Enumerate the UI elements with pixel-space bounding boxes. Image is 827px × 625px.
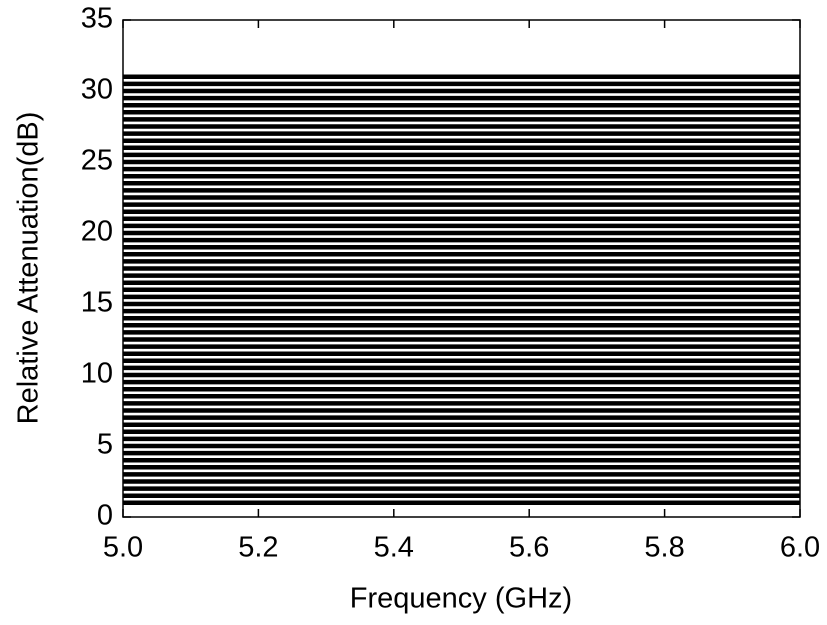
y-axis-label: Relative Attenuation(dB) — [13, 112, 45, 425]
x-tick-label: 5.8 — [644, 532, 684, 564]
x-tick-label: 5.6 — [509, 532, 549, 564]
y-tick-label: 20 — [81, 216, 113, 248]
x-tick-label: 5.0 — [103, 532, 143, 564]
x-tick-label: 5.2 — [238, 532, 278, 564]
x-axis-label: Frequency (GHz) — [350, 583, 572, 615]
y-tick-label: 25 — [81, 145, 113, 177]
y-tick-label: 35 — [81, 3, 113, 35]
x-tick-label: 6.0 — [780, 532, 820, 564]
x-tick-label: 5.4 — [374, 532, 414, 564]
y-tick-label: 15 — [81, 287, 113, 319]
y-tick-label: 0 — [97, 500, 113, 532]
y-tick-label: 30 — [81, 74, 113, 106]
y-tick-label: 5 — [97, 429, 113, 461]
plot-frame — [122, 19, 801, 518]
y-tick-label: 10 — [81, 358, 113, 390]
